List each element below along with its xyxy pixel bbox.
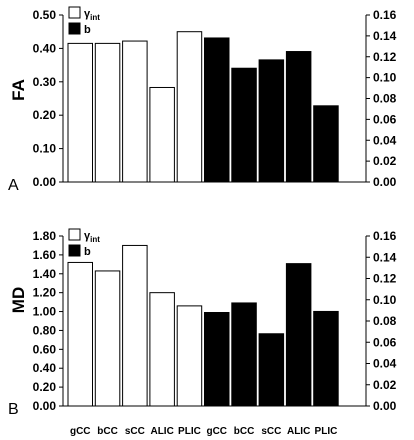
right-tick-label: 0.06 [373,112,397,126]
legend-label-b: b [84,246,91,258]
category-label-gcc: gCC [206,426,227,437]
bar-gamma-int-gcc [67,261,93,407]
right-tick-label: 0.16 [373,229,397,243]
right-tick-label: 0.04 [373,133,397,147]
category-label-scc: sCC [125,426,145,437]
left-tick-label: 0.10 [33,142,57,156]
category-label-alic: ALIC [287,426,310,437]
bar-gamma-int-scc [122,40,148,183]
left-tick-label: 1.80 [33,229,57,243]
right-tick-label: 0.14 [373,29,397,43]
chart-panel-B: 0.00 0.20 0.40 0.60 0.80 1.00 1.20 1.40 1.60 1.80… [8,228,397,418]
category-label-plic: PLIC [315,426,338,437]
right-tick-label: 0.12 [373,272,397,286]
right-tick-label: 0.12 [373,50,397,64]
category-label-scc: sCC [261,426,281,437]
left-tick-label: 0.20 [33,380,57,394]
right-tick-label: 0.00 [373,175,397,189]
left-tick-label: 0.50 [33,8,57,22]
legend-label-gamma-int: γint [84,230,100,244]
left-tick-label: 0.00 [33,175,57,189]
left-tick-label: 1.60 [33,248,57,262]
category-label-alic: ALIC [150,426,173,437]
legend-subscript: int [90,235,100,244]
legend-swatch-b [68,244,81,257]
legend-swatch-gamma-int [68,6,81,19]
left-tick-label: 0.30 [33,75,57,89]
bar-b-alic [285,51,312,183]
right-tick-label: 0.06 [373,335,397,349]
right-tick-label: 0.10 [373,71,397,85]
legend-swatch-gamma-int [68,228,81,241]
bar-b-plic [313,105,339,183]
left-tick-label: 1.40 [33,267,57,281]
bar-gamma-int-scc [122,244,148,407]
left-tick-label: 1.00 [33,305,57,319]
bar-b-alic [285,263,312,407]
category-label-plic: PLIC [178,426,201,437]
left-tick-label: 0.00 [33,399,57,413]
left-tick-label: 0.40 [33,41,57,55]
right-tick-label: 0.08 [373,314,397,328]
right-tick-label: 0.04 [373,357,397,371]
right-tick-label: 0.16 [373,8,397,22]
right-tick-label: 0.02 [373,378,397,392]
bar-gamma-int-gcc [67,42,93,183]
right-tick-label: 0.00 [373,399,397,413]
category-label-bcc: bCC [97,426,118,437]
bar-gamma-int-alic [149,292,175,407]
bar-gamma-int-plic [176,31,203,183]
category-label-gcc: gCC [70,426,91,437]
bar-b-scc [258,333,285,407]
legend-label-b: b [84,24,91,36]
panel-label: A [8,177,19,194]
left-tick-label: 0.20 [33,108,57,122]
y-axis-label: MD [9,287,28,313]
bar-b-gcc [204,312,230,407]
bar-b-bcc [231,302,257,407]
bar-b-plic [313,310,339,407]
category-label-bcc: bCC [234,426,255,437]
y-axis-label: FA [9,79,28,101]
legend-subscript: int [90,13,100,22]
bar-gamma-int-plic [176,305,203,407]
right-tick-label: 0.10 [373,293,397,307]
right-tick-label: 0.14 [373,250,397,264]
bar-b-bcc [231,67,257,183]
right-tick-label: 0.02 [373,154,397,168]
bar-b-scc [258,59,285,183]
left-tick-label: 0.40 [33,361,57,375]
legend-swatch-b [68,22,81,35]
bar-gamma-int-bcc [94,42,121,183]
bar-gamma-int-bcc [94,270,121,407]
right-tick-label: 0.08 [373,92,397,106]
left-tick-label: 1.20 [33,286,57,300]
bar-gamma-int-alic [149,86,175,183]
chart-panel-A: 0.00 0.10 0.20 0.30 0.40 0.50 0.00 0.02 0.04 0.06… [8,6,397,194]
left-tick-label: 0.80 [33,323,57,337]
panel-label: B [8,401,19,418]
left-tick-label: 0.60 [33,342,57,356]
bar-b-gcc [204,37,230,183]
legend-label-gamma-int: γint [84,8,100,22]
